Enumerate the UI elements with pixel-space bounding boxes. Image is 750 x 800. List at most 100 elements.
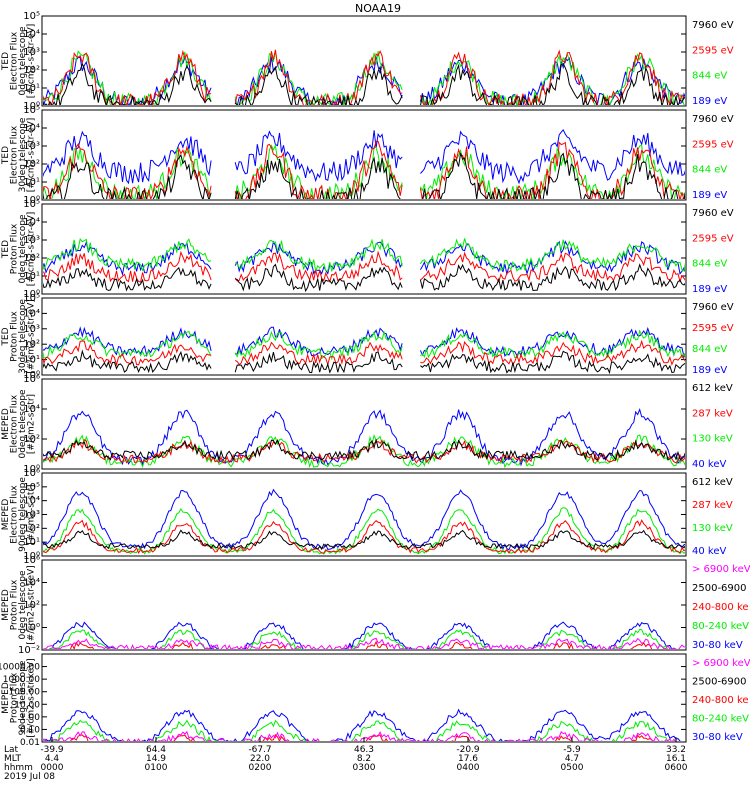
y-axis-label: 90deg telescope xyxy=(18,477,28,552)
legend-entry: 7960 eV xyxy=(692,20,734,31)
y-tick-label: 10⁵ xyxy=(23,11,40,22)
x-tick-label: 0100 xyxy=(145,763,168,773)
y-axis-label: Electron Flux xyxy=(10,125,20,184)
legend-entry: 189 eV xyxy=(692,96,727,107)
panel-8: 0.01 0.10 1.00 10.00 100.00 1000.00 10000.00 ME… xyxy=(0,653,750,748)
y-tick-label: 0.10 xyxy=(20,725,40,735)
y-tick-label: 10⁰ xyxy=(23,101,40,112)
y-axis-label: [#/cm2-s-str-eV] xyxy=(27,212,37,287)
y-tick-label: 10⁵ xyxy=(23,105,40,116)
y-axis-label: 0deg telescope xyxy=(18,214,28,284)
legend-entry: 612 keV xyxy=(692,477,733,488)
y-tick-label: 10³ xyxy=(23,235,40,246)
series-2595-ev xyxy=(43,140,685,199)
y-tick-label: 10¹ xyxy=(23,537,40,548)
legend-entry: 189 eV xyxy=(692,365,727,376)
legend-entry: 80-240 keV xyxy=(692,621,749,632)
legend-entry: 7960 eV xyxy=(692,114,734,125)
y-axis-label: TED xyxy=(1,327,11,346)
x-tick-label: 0400 xyxy=(457,763,480,773)
y-tick-label: 10² xyxy=(23,434,40,445)
series-612-kev xyxy=(43,439,685,462)
y-axis-label: Electron Flux xyxy=(10,31,20,90)
series-30-80-kev xyxy=(48,621,676,649)
y-tick-label: 10⁶ xyxy=(23,468,40,479)
y-tick-label: 10¹ xyxy=(23,83,40,94)
y-axis-label: Electron Flux xyxy=(10,485,20,544)
y-tick-label: 10⁵ xyxy=(23,199,40,210)
legend-entry: 40 keV xyxy=(692,459,726,470)
series-7960-ev xyxy=(43,152,685,199)
y-tick-label: 10³ xyxy=(23,47,40,58)
y-axis-label: Proton Flux xyxy=(10,311,20,362)
y-tick-label: 10³ xyxy=(23,324,40,335)
y-axis-label: 90deg telescope xyxy=(18,660,28,735)
y-tick-label: 10⁶ xyxy=(23,374,40,385)
y-axis-label: 0deg telescope xyxy=(18,26,28,96)
legend-entry: 30-80 keV xyxy=(692,732,743,743)
y-axis-label: Proton Flux xyxy=(10,672,20,723)
y-axis-label: TED xyxy=(1,52,11,71)
y-tick-label: 10⁰ xyxy=(23,551,40,562)
series-40-kev xyxy=(43,407,685,467)
legend-entry: 7960 eV xyxy=(692,302,734,313)
y-axis-label: [#/cm2-s-str-eV] xyxy=(27,118,37,193)
series-2595-ev xyxy=(43,250,685,283)
y-tick-label: 10⁰ xyxy=(23,289,40,300)
legend-entry: 130 keV xyxy=(692,434,733,445)
y-axis-label: 30deg telescope xyxy=(18,299,28,374)
series-7960-ev xyxy=(43,263,685,293)
legend-entry: 287 keV xyxy=(692,408,733,419)
legend-entry: 844 eV xyxy=(692,165,727,176)
y-axis-label: Proton Flux xyxy=(10,579,20,630)
y-tick-label: 10⁴ xyxy=(23,578,40,589)
legend-entry: 612 keV xyxy=(692,383,733,394)
y-tick-label: 10⁵ xyxy=(23,293,40,304)
legend-entry: 130 keV xyxy=(692,523,733,534)
series-844-ev xyxy=(43,329,685,361)
x-tick-label: 46.3 xyxy=(354,745,374,755)
legend-entry: 2595 eV xyxy=(692,45,734,56)
series-130-kev xyxy=(43,433,685,468)
x-tick-label: 0600 xyxy=(665,763,688,773)
series-130-kev xyxy=(43,507,685,555)
legend-entry: 40 keV xyxy=(692,546,726,557)
panel-frame xyxy=(41,203,687,295)
y-tick-label: 0.01 xyxy=(20,738,40,748)
y-axis-label: [#/cm2-s-str] xyxy=(27,394,37,454)
y-tick-label: 10⁰ xyxy=(23,370,40,381)
x-tick-label: 0000 xyxy=(41,763,64,773)
series-40-kev xyxy=(43,488,685,551)
series-80-240-kev xyxy=(47,628,674,649)
legend-entry: 2595 eV xyxy=(692,323,734,334)
series-612-kev xyxy=(43,529,685,551)
x-tick-label: 64.4 xyxy=(146,745,166,755)
legend-entry: 844 eV xyxy=(692,259,727,270)
y-tick-label: 10⁴ xyxy=(23,308,40,319)
series-group xyxy=(43,488,685,555)
y-axis-label: 0deg telescope xyxy=(18,389,28,459)
legend-entry: 844 eV xyxy=(692,344,727,355)
series-7960-ev xyxy=(43,62,685,105)
series-group xyxy=(43,407,685,468)
y-tick-label: 10⁴ xyxy=(23,496,40,507)
series-7960-ev xyxy=(43,349,685,374)
y-tick-label: 10¹ xyxy=(23,177,40,188)
x-tick-label: 22.0 xyxy=(250,754,270,764)
y-axis-label: [#/cm2-s-str-eV] xyxy=(27,299,37,374)
series-30-80-kev xyxy=(43,708,681,741)
series-group xyxy=(43,621,685,649)
y-tick-label: 10⁰ xyxy=(23,623,40,634)
y-tick-label: 10² xyxy=(23,159,40,170)
x-tick-label: 8.2 xyxy=(357,754,371,764)
panel-frame xyxy=(41,109,687,201)
legend-entry: 240-800 ke xyxy=(692,602,749,613)
y-tick-label: 100.00 xyxy=(9,688,41,698)
y-axis-label: [#/cm2-s-str-keV] xyxy=(27,658,37,737)
panel-frame xyxy=(41,15,687,107)
